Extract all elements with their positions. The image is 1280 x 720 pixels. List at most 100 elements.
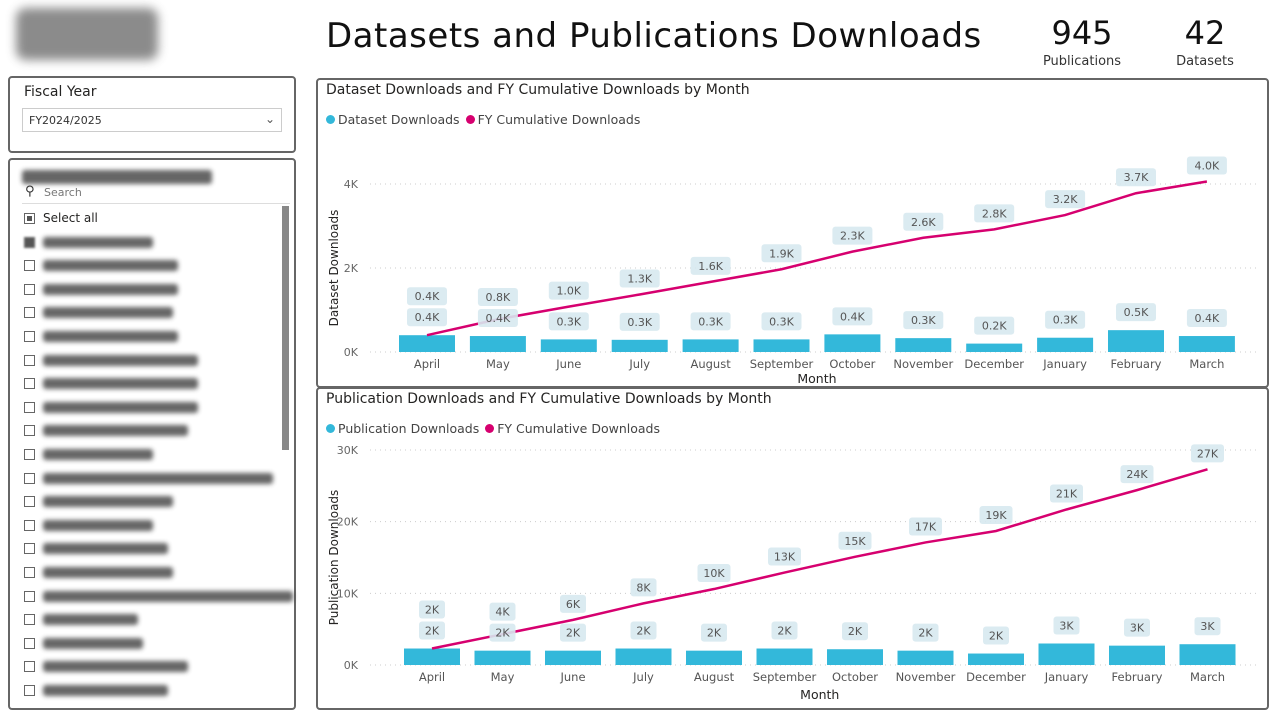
- checkbox[interactable]: [24, 566, 35, 578]
- checkbox[interactable]: [24, 212, 35, 224]
- list-item[interactable]: [24, 374, 198, 394]
- bar-data-label: 0.4K: [1195, 312, 1220, 325]
- list-item[interactable]: [24, 421, 188, 441]
- checkbox[interactable]: [24, 637, 35, 649]
- bar[interactable]: [827, 649, 883, 665]
- list-item[interactable]: [24, 492, 173, 512]
- bar[interactable]: [968, 653, 1024, 665]
- list-item[interactable]: [24, 232, 153, 252]
- checkbox[interactable]: [24, 401, 35, 413]
- search-input[interactable]: ⚲ Search: [22, 184, 290, 204]
- checkbox[interactable]: [24, 614, 35, 626]
- bar[interactable]: [824, 334, 881, 352]
- x-axis-title: Month: [800, 687, 839, 702]
- list-item[interactable]: [24, 633, 143, 653]
- checkbox[interactable]: [24, 519, 35, 531]
- chevron-down-icon: ⌄: [264, 112, 275, 126]
- line-data-label-bg: [1045, 190, 1086, 209]
- legend-item[interactable]: FY Cumulative Downloads: [465, 112, 640, 127]
- checkbox[interactable]: [24, 496, 35, 508]
- list-item[interactable]: [24, 657, 188, 677]
- legend-item[interactable]: FY Cumulative Downloads: [485, 421, 660, 436]
- bar[interactable]: [756, 648, 813, 665]
- bar[interactable]: [469, 336, 526, 352]
- checkbox[interactable]: [24, 260, 35, 272]
- bar[interactable]: [399, 335, 455, 352]
- checkbox[interactable]: [24, 378, 35, 390]
- bar[interactable]: [966, 343, 1023, 352]
- bar[interactable]: [474, 650, 531, 665]
- bar[interactable]: [1179, 644, 1236, 665]
- bar-data-label-bg: [1124, 618, 1150, 637]
- scrollbar[interactable]: [282, 206, 289, 450]
- line-data-label-bg: [761, 244, 802, 263]
- line-data-label: 10K: [703, 567, 725, 580]
- list-item[interactable]: [24, 350, 198, 370]
- bar[interactable]: [1108, 330, 1164, 352]
- bar[interactable]: [1038, 643, 1095, 666]
- list-item[interactable]: [24, 539, 168, 559]
- list-item[interactable]: [24, 279, 178, 299]
- line-data-label-bg: [768, 547, 801, 566]
- list-item[interactable]: [24, 468, 273, 488]
- bar[interactable]: [897, 650, 954, 665]
- select-all-checkbox[interactable]: Select all: [24, 208, 98, 228]
- list-item[interactable]: [24, 444, 153, 464]
- line-data-label: 13K: [774, 551, 796, 564]
- checkbox[interactable]: [24, 661, 35, 673]
- bar[interactable]: [1037, 337, 1094, 352]
- bar[interactable]: [545, 650, 601, 665]
- checkbox[interactable]: [24, 307, 35, 319]
- bar[interactable]: [404, 648, 460, 665]
- kpi-datasets: 42 Datasets: [1170, 14, 1240, 69]
- bar[interactable]: [1109, 645, 1165, 665]
- bar-data-label: 2K: [707, 627, 722, 640]
- bar-data-label: 2K: [495, 627, 510, 640]
- line-data-label-bg: [630, 578, 657, 597]
- list-item[interactable]: [24, 303, 173, 323]
- bar[interactable]: [540, 339, 597, 352]
- legend-item[interactable]: Dataset Downloads: [326, 112, 460, 127]
- line-data-label-bg: [974, 204, 1015, 223]
- list-item[interactable]: [24, 326, 178, 346]
- bar[interactable]: [611, 339, 668, 352]
- checkbox[interactable]: [24, 236, 35, 248]
- bar-data-label: 0.3K: [627, 316, 652, 329]
- checkbox[interactable]: [24, 684, 35, 696]
- line-data-label-bg: [1116, 168, 1156, 187]
- bar[interactable]: [682, 339, 739, 352]
- x-tick-label: August: [690, 357, 731, 371]
- checkbox[interactable]: [24, 354, 35, 366]
- list-item[interactable]: [24, 256, 178, 276]
- line-data-label: 2.3K: [840, 230, 865, 243]
- list-item[interactable]: [24, 610, 138, 630]
- bar-data-label-bg: [761, 312, 802, 331]
- line-data-label: 15K: [844, 535, 866, 548]
- x-tick-label: September: [750, 357, 814, 371]
- checkbox[interactable]: [24, 283, 35, 295]
- list-item[interactable]: [24, 562, 173, 582]
- bar[interactable]: [686, 650, 742, 665]
- checkbox[interactable]: [24, 425, 35, 437]
- checkbox[interactable]: [24, 590, 35, 602]
- list-item[interactable]: [24, 586, 293, 606]
- chart-plot: 0K 2K 4K Dataset Downloads Month April May June…: [327, 156, 1258, 386]
- checkbox[interactable]: [24, 330, 35, 342]
- list-item[interactable]: [24, 680, 168, 700]
- bar-data-label-bg: [983, 626, 1009, 645]
- legend-item[interactable]: Publication Downloads: [326, 421, 479, 436]
- list-item[interactable]: [24, 515, 153, 535]
- checkbox[interactable]: [24, 543, 35, 555]
- line-data-label: 4.0K: [1195, 159, 1220, 172]
- fiscal-year-dropdown[interactable]: FY2024/2025 ⌄: [22, 108, 282, 132]
- bar[interactable]: [1178, 336, 1235, 352]
- checkbox[interactable]: [24, 448, 35, 460]
- checkbox[interactable]: [24, 472, 35, 484]
- list-item[interactable]: [24, 397, 198, 417]
- bar[interactable]: [753, 339, 810, 352]
- bar[interactable]: [895, 338, 952, 352]
- item-label-redacted: [43, 496, 173, 508]
- line-data-label-bg: [903, 212, 944, 231]
- dataset-downloads-chart: Dataset Downloads and FY Cumulative Down…: [316, 78, 1269, 388]
- bar[interactable]: [615, 648, 672, 665]
